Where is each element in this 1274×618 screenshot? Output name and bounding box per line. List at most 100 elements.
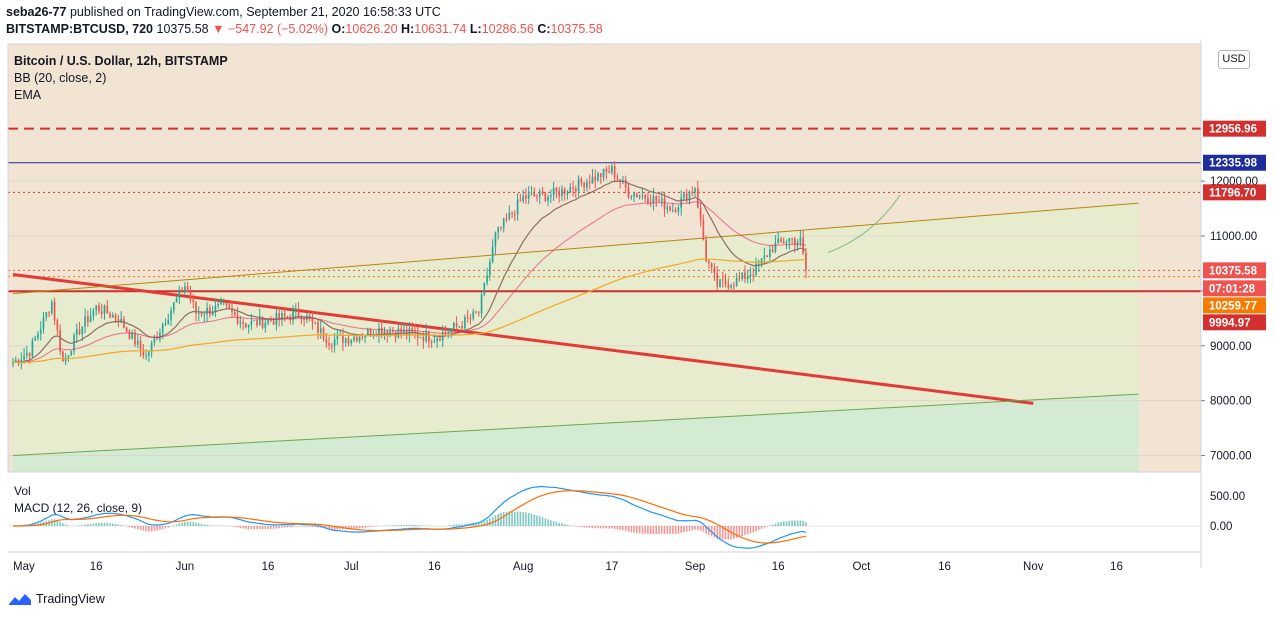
candle	[81, 326, 84, 341]
candle-body	[75, 329, 78, 336]
macd-hist-bar	[167, 526, 170, 528]
macd-hist-bar	[608, 526, 610, 529]
macd-hist-bar	[519, 511, 522, 526]
candle-body	[799, 237, 802, 243]
legend-vol[interactable]: Vol	[14, 484, 31, 498]
candle	[106, 299, 109, 314]
candle-body	[563, 188, 566, 194]
candle-body	[733, 285, 735, 287]
macd-hist-bar	[170, 526, 172, 527]
candle	[663, 192, 666, 217]
candle	[552, 181, 555, 201]
candle-body	[791, 238, 793, 240]
candle-body	[483, 282, 486, 295]
candle-body	[713, 267, 716, 274]
macd-hist-bar	[258, 526, 261, 530]
macd-hist-bar	[247, 526, 250, 530]
publisher-line: seba26-77 published on TradingView.com, …	[6, 5, 441, 19]
candle	[525, 188, 527, 204]
macd-hist-bar	[355, 526, 358, 529]
macd-hist-bar	[156, 526, 158, 531]
macd-hist-bar	[173, 525, 175, 526]
candle-body	[555, 187, 558, 191]
candle	[719, 278, 721, 288]
macd-hist-bar	[408, 524, 411, 526]
publisher-info: published on TradingView.com, September …	[66, 5, 441, 19]
candle	[588, 174, 591, 190]
price-tag-box	[1203, 154, 1266, 171]
macd-hist-bar	[250, 526, 253, 530]
candle-body	[67, 355, 70, 357]
macd-hist-bar	[283, 526, 286, 528]
candle	[452, 321, 455, 330]
candle-body	[691, 191, 694, 193]
macd-hist-bar	[527, 513, 530, 526]
macd-hist-bar	[112, 523, 114, 526]
candle-body	[561, 188, 563, 196]
candle-body	[630, 196, 633, 198]
macd-hist-bar	[622, 526, 624, 531]
candle-body	[472, 311, 475, 319]
candle-body	[572, 187, 574, 189]
low-value: 10286.56	[481, 22, 534, 36]
macd-hist-bar	[289, 526, 292, 528]
candle-body	[322, 328, 325, 339]
footer-brand[interactable]: TradingView	[8, 592, 105, 606]
candle-body	[566, 192, 569, 194]
macd-hist-bar	[660, 526, 663, 534]
candle-body	[594, 176, 597, 181]
candle	[148, 350, 150, 362]
candle	[458, 326, 461, 328]
candle	[59, 324, 61, 356]
candle	[569, 182, 572, 194]
macd-hist-bar	[486, 519, 488, 526]
candle-body	[89, 315, 92, 323]
legend-bb[interactable]: BB (20, close, 2)	[14, 71, 107, 85]
macd-hist-bar	[580, 526, 583, 527]
candle	[98, 302, 100, 314]
macd-hist-bar	[538, 516, 541, 526]
candle-body	[763, 255, 766, 259]
candle	[42, 311, 45, 334]
candle-body	[677, 207, 680, 212]
candle	[530, 185, 533, 196]
candle-body	[148, 352, 150, 356]
macd-hist-bar	[475, 522, 477, 526]
candle	[583, 181, 585, 192]
candle-body	[494, 232, 497, 247]
macd-hist-bar	[505, 511, 508, 526]
currency-button[interactable]: USD	[1218, 50, 1250, 69]
macd-hist-bar	[561, 523, 563, 526]
macd-hist-bar	[100, 522, 103, 526]
macd-hist-bar	[741, 526, 743, 537]
legend-ema[interactable]: EMA	[14, 88, 42, 102]
macd-hist-bar	[771, 524, 774, 526]
macd-hist-bar	[666, 526, 669, 534]
macd-hist-bar	[738, 526, 741, 538]
candle	[125, 326, 128, 333]
candle-body	[189, 292, 192, 300]
candle	[136, 333, 139, 349]
price-tag: 10259.77	[1203, 297, 1266, 314]
candle-body	[214, 305, 217, 313]
candle-body	[588, 182, 591, 184]
candle-body	[389, 330, 391, 336]
open-value: 10626.20	[345, 22, 398, 36]
candle	[608, 165, 610, 174]
candle	[128, 328, 131, 340]
candle-body	[408, 328, 411, 335]
macd-hist-bar	[569, 525, 572, 526]
time-axis-label: Aug	[513, 561, 533, 573]
candle	[170, 306, 172, 326]
candle	[788, 237, 791, 250]
macd-hist-bar	[575, 526, 577, 527]
candle-body	[688, 191, 691, 201]
macd-hist-bar	[685, 526, 688, 532]
candle	[533, 187, 536, 197]
candle-body	[142, 349, 145, 357]
price-chart[interactable]: 7000.008000.009000.0010000.0011000.00120…	[0, 40, 1274, 580]
candle-body	[117, 319, 120, 323]
candle-body	[164, 323, 167, 325]
legend-macd[interactable]: MACD (12, 26, close, 9)	[14, 501, 143, 515]
macd-hist-bar	[186, 521, 189, 526]
